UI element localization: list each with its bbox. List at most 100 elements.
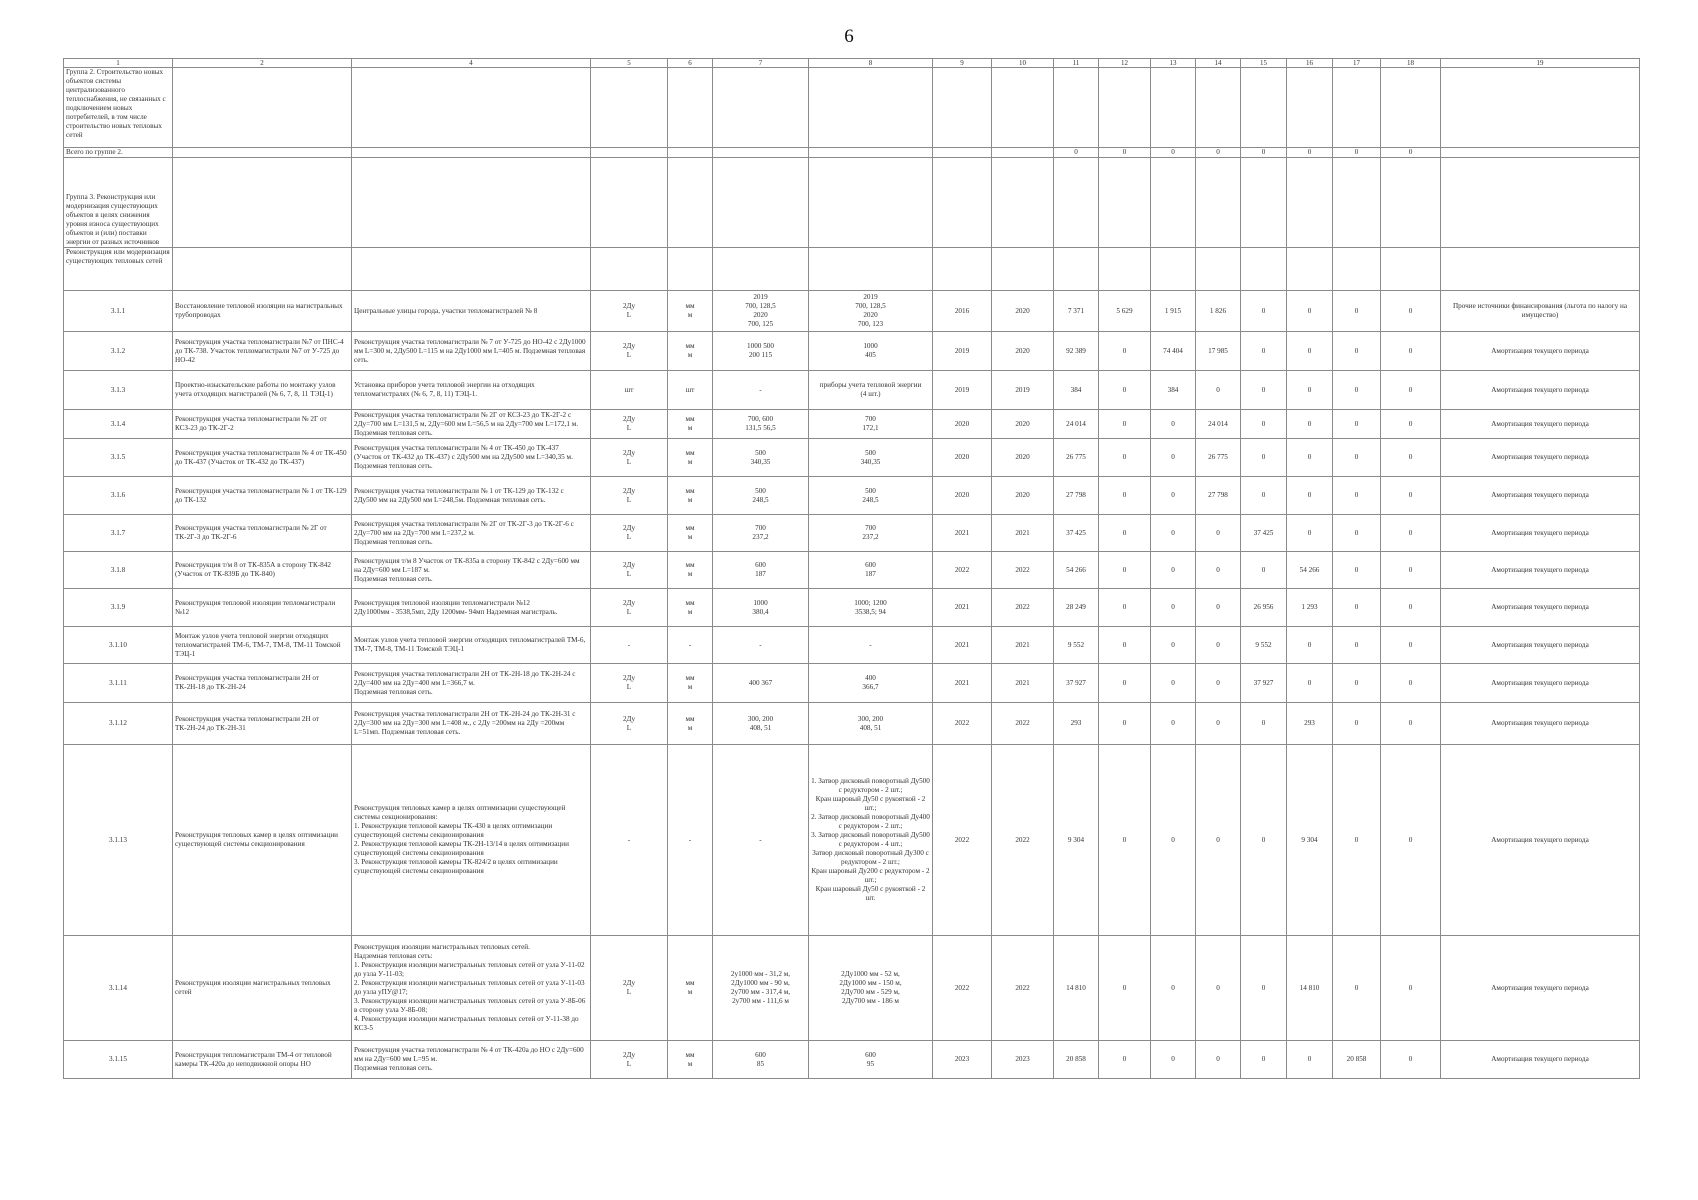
empty-cell xyxy=(590,67,668,148)
unit: мм м xyxy=(667,935,713,1041)
group-2-total-label: Всего по группе 2. xyxy=(63,147,173,158)
cost-2024: 0 xyxy=(1332,409,1381,439)
project-description: Реконструкция участка тепломагистрали 2Н… xyxy=(351,663,591,703)
cost-2021: 0 xyxy=(1195,588,1241,627)
cost-2024: 0 xyxy=(1332,935,1381,1041)
empty-cell xyxy=(808,67,933,148)
column-number-2: 2 xyxy=(172,58,352,68)
table-row: 3.1.1 Восстановление тепловой изоляции на… xyxy=(63,290,1640,332)
unit-label: 2Ду L xyxy=(590,438,668,477)
table-row: 3.1.13 Реконструкция тепловых камер в цел… xyxy=(63,744,1640,936)
funding-source: Амортизация текущего периода xyxy=(1440,1040,1640,1079)
empty-cell xyxy=(1240,247,1287,291)
cost-2023: 0 xyxy=(1286,476,1333,515)
unit: мм м xyxy=(667,551,713,589)
item-number: 3.1.10 xyxy=(63,626,173,664)
cost-2021: 0 xyxy=(1195,514,1241,552)
cost-2020: 0 xyxy=(1150,935,1196,1041)
cost-2022: 26 956 xyxy=(1240,588,1287,627)
project-description: Монтаж узлов учета тепловой энергии отхо… xyxy=(351,626,591,664)
unit: мм м xyxy=(667,588,713,627)
cost-2019: 0 xyxy=(1098,702,1151,745)
project-description: Центральные улицы города, участки теплом… xyxy=(351,290,591,332)
column-number-10: 10 xyxy=(991,58,1054,68)
cost-2022: 0 xyxy=(1240,370,1287,410)
cost-2023: 1 293 xyxy=(1286,588,1333,627)
cost-2023: 293 xyxy=(1286,702,1333,745)
cost-2024: 0 xyxy=(1332,290,1381,332)
start-year: 2019 xyxy=(932,370,992,410)
cost-2025: 0 xyxy=(1380,588,1441,627)
group-2-total-value: 0 xyxy=(1150,147,1196,158)
end-year: 2022 xyxy=(991,744,1054,936)
total-cost: 37 425 xyxy=(1053,514,1099,552)
total-cost: 28 249 xyxy=(1053,588,1099,627)
empty-cell xyxy=(1195,157,1241,248)
empty-cell xyxy=(667,147,713,158)
empty-cell xyxy=(1098,67,1151,148)
cost-2019: 5 629 xyxy=(1098,290,1151,332)
cost-2020: 0 xyxy=(1150,514,1196,552)
empty-cell xyxy=(1332,157,1381,248)
empty-cell xyxy=(590,157,668,248)
cost-2024: 0 xyxy=(1332,663,1381,703)
parameters-after: 500 340,35 xyxy=(808,438,933,477)
item-number: 3.1.1 xyxy=(63,290,173,332)
empty-cell xyxy=(1440,247,1640,291)
column-number-14: 14 xyxy=(1195,58,1241,68)
column-number-9: 9 xyxy=(932,58,992,68)
unit-label: - xyxy=(590,626,668,664)
item-number: 3.1.13 xyxy=(63,744,173,936)
project-name: Реконструкция тепловой изоляции тепломаг… xyxy=(172,588,352,627)
start-year: 2020 xyxy=(932,409,992,439)
table-row: 3.1.2 Реконструкция участка тепломагистра… xyxy=(63,331,1640,371)
item-number: 3.1.9 xyxy=(63,588,173,627)
cost-2019: 0 xyxy=(1098,744,1151,936)
project-name: Реконструкция т/м 8 от ТК-835А в сторону… xyxy=(172,551,352,589)
group-2-total-row: Всего по группе 2. 0 0 0 0 0 0 0 0 xyxy=(63,147,1640,158)
project-description: Реконструкция участка тепломагистрали № … xyxy=(351,476,591,515)
unit-label: 2Ду L xyxy=(590,551,668,589)
table-row: 3.1.3 Проектно-изыскательские работы по м… xyxy=(63,370,1640,410)
group-2-total-value: 0 xyxy=(1098,147,1151,158)
end-year: 2021 xyxy=(991,514,1054,552)
unit-label: 2Ду L xyxy=(590,409,668,439)
cost-2020: 1 915 xyxy=(1150,290,1196,332)
table-row: 3.1.10 Монтаж узлов учета тепловой энерги… xyxy=(63,626,1640,664)
empty-cell xyxy=(1195,67,1241,148)
end-year: 2022 xyxy=(991,935,1054,1041)
item-number: 3.1.6 xyxy=(63,476,173,515)
cost-2021: 27 798 xyxy=(1195,476,1241,515)
item-number: 3.1.7 xyxy=(63,514,173,552)
group-2-total-value: 0 xyxy=(1240,147,1287,158)
parameters-after: 700 172,1 xyxy=(808,409,933,439)
cost-2024: 0 xyxy=(1332,626,1381,664)
start-year: 2022 xyxy=(932,551,992,589)
funding-source: Амортизация текущего периода xyxy=(1440,663,1640,703)
column-number-6: 6 xyxy=(667,58,713,68)
project-name: Реконструкция участка тепломагистрали № … xyxy=(172,476,352,515)
cost-2025: 0 xyxy=(1380,331,1441,371)
parameters-after: 1000; 1200 3538,5; 94 xyxy=(808,588,933,627)
group-2-row: Группа 2. Строительство новых объектов с… xyxy=(63,67,1640,148)
cost-2023: 0 xyxy=(1286,290,1333,332)
project-name: Восстановление тепловой изоляции на маги… xyxy=(172,290,352,332)
cost-2021: 26 775 xyxy=(1195,438,1241,477)
empty-cell xyxy=(1440,67,1640,148)
column-number-13: 13 xyxy=(1150,58,1196,68)
cost-2019: 0 xyxy=(1098,438,1151,477)
cost-2025: 0 xyxy=(1380,514,1441,552)
funding-source: Амортизация текущего периода xyxy=(1440,551,1640,589)
funding-source: Амортизация текущего периода xyxy=(1440,702,1640,745)
total-cost: 24 014 xyxy=(1053,409,1099,439)
cost-2024: 0 xyxy=(1332,331,1381,371)
cost-2020: 0 xyxy=(1150,702,1196,745)
project-name: Реконструкция участка тепломагистрали № … xyxy=(172,409,352,439)
unit: мм м xyxy=(667,1040,713,1079)
parameters-before: 1000 500 200 115 xyxy=(712,331,809,371)
project-name: Реконструкция тепловых камер в целях опт… xyxy=(172,744,352,936)
cost-2025: 0 xyxy=(1380,702,1441,745)
cost-2020: 74 404 xyxy=(1150,331,1196,371)
group-3-row: Группа 3. Реконструкция или модернизация… xyxy=(63,157,1640,248)
parameters-after: 400 366,7 xyxy=(808,663,933,703)
